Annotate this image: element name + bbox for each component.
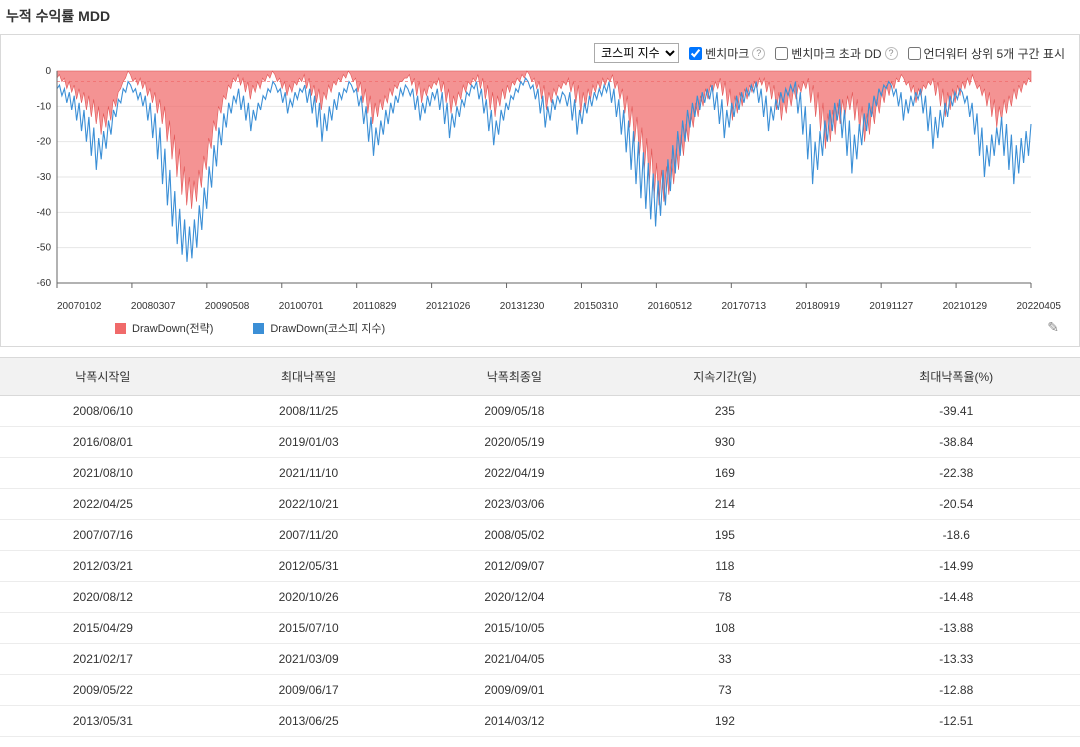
table-row: 2022/04/252022/10/212023/03/06214-20.54 [0,489,1080,520]
edit-icon[interactable]: ✎ [1047,319,1059,336]
x-axis-labels: 2007010220080307200905082010070120110829… [15,301,1065,312]
svg-text:-30: -30 [37,172,52,183]
table-header: 최대낙폭율(%) [832,358,1080,396]
toggle-0[interactable]: 벤치마크? [689,45,765,62]
chart-panel: 코스피 지수 벤치마크?벤치마크 초과 DD?언더워터 상위 5개 구간 표시 … [0,34,1080,347]
drawdown-chart: 0 -10 -20 -30 -40 -50 -60 [15,67,1065,297]
svg-text:-40: -40 [37,207,52,218]
table-row: 2020/08/122020/10/262020/12/0478-14.48 [0,582,1080,613]
svg-text:-10: -10 [37,101,52,112]
checkbox-1[interactable] [775,47,788,60]
chart-controls: 코스피 지수 벤치마크? 벤치마크 초과 DD? 언더워터 상위 5개 구간 표시 [15,43,1065,63]
legend-label: DrawDown(코스피 지수) [270,320,385,336]
checkbox-0[interactable] [689,47,702,60]
table-row: 2007/07/162007/11/202008/05/02195-18.6 [0,520,1080,551]
toggle-2[interactable]: 언더워터 상위 5개 구간 표시 [908,45,1065,62]
legend-label: DrawDown(전략) [132,320,213,336]
svg-text:-60: -60 [37,278,52,289]
table-row: 2012/03/212012/05/312012/09/07118-14.99 [0,551,1080,582]
drawdown-table: 낙폭시작일최대낙폭일낙폭최종일지속기간(일)최대낙폭율(%) 2008/06/1… [0,357,1080,737]
legend-item-benchmark: DrawDown(코스피 지수) [253,320,385,336]
legend-item-strategy: DrawDown(전략) [115,320,213,336]
table-header: 최대낙폭일 [206,358,412,396]
table-row: 2015/04/292015/07/102015/10/05108-13.88 [0,613,1080,644]
table-header: 지속기간(일) [617,358,832,396]
svg-text:-20: -20 [37,137,52,148]
table-row: 2021/08/102021/11/102022/04/19169-22.38 [0,458,1080,489]
svg-text:0: 0 [45,67,51,77]
table-header: 낙폭시작일 [0,358,206,396]
help-icon[interactable]: ? [885,47,898,60]
checkbox-2[interactable] [908,47,921,60]
table-row: 2009/05/222009/06/172009/09/0173-12.88 [0,675,1080,706]
table-row: 2016/08/012019/01/032020/05/19930-38.84 [0,427,1080,458]
panel-title: 누적 수익률 MDD [0,0,1080,34]
table-row: 2013/05/312013/06/252014/03/12192-12.51 [0,706,1080,737]
benchmark-select[interactable]: 코스피 지수 [594,43,679,63]
toggle-1[interactable]: 벤치마크 초과 DD? [775,45,897,62]
table-row: 2021/02/172021/03/092021/04/0533-13.33 [0,644,1080,675]
table-header: 낙폭최종일 [412,358,618,396]
svg-text:-50: -50 [37,243,52,254]
table-row: 2008/06/102008/11/252009/05/18235-39.41 [0,396,1080,427]
chart-legend: DrawDown(전략) DrawDown(코스피 지수) ✎ [15,312,1065,338]
help-icon[interactable]: ? [752,47,765,60]
